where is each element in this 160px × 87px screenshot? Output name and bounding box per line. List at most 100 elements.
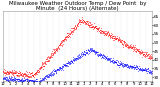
Point — [104, 55, 107, 57]
Point — [40, 66, 42, 68]
Point — [49, 74, 51, 75]
Point — [82, 52, 84, 54]
Point — [79, 56, 82, 58]
Point — [54, 52, 56, 53]
Point — [85, 22, 87, 23]
Point — [95, 27, 97, 29]
Point — [65, 32, 68, 34]
Point — [64, 36, 67, 38]
Point — [146, 68, 149, 69]
Point — [113, 36, 116, 37]
Point — [19, 72, 21, 73]
Point — [23, 73, 26, 74]
Point — [124, 64, 126, 65]
Point — [142, 54, 145, 55]
Point — [145, 53, 148, 55]
Point — [148, 71, 151, 73]
Point — [54, 49, 57, 50]
Point — [13, 79, 16, 80]
Point — [79, 55, 81, 57]
Point — [28, 74, 31, 75]
Point — [11, 73, 14, 74]
Point — [117, 61, 119, 62]
Point — [23, 80, 25, 81]
Point — [57, 69, 60, 71]
Point — [86, 52, 88, 54]
Point — [36, 81, 39, 83]
Point — [129, 44, 131, 46]
Point — [64, 64, 67, 65]
Point — [55, 72, 58, 74]
Point — [134, 48, 137, 50]
Point — [34, 80, 37, 81]
Point — [69, 61, 72, 62]
Point — [55, 71, 57, 72]
Point — [100, 33, 102, 34]
Point — [72, 59, 74, 60]
Point — [84, 53, 87, 55]
Point — [56, 46, 59, 48]
Point — [83, 54, 86, 56]
Point — [123, 43, 126, 44]
Point — [33, 76, 35, 77]
Point — [27, 81, 30, 82]
Point — [122, 44, 125, 46]
Point — [30, 80, 33, 81]
Point — [111, 35, 113, 37]
Point — [33, 73, 35, 75]
Point — [49, 56, 52, 58]
Point — [87, 52, 90, 53]
Point — [46, 74, 48, 76]
Point — [131, 66, 134, 68]
Point — [71, 60, 74, 62]
Point — [109, 61, 112, 62]
Point — [54, 70, 56, 72]
Point — [52, 70, 55, 72]
Point — [126, 44, 128, 45]
Point — [76, 23, 78, 25]
Point — [67, 66, 69, 67]
Point — [148, 54, 151, 55]
Point — [139, 69, 142, 70]
Point — [4, 79, 7, 80]
Point — [35, 79, 37, 80]
Point — [91, 27, 94, 28]
Point — [58, 67, 61, 68]
Point — [132, 64, 135, 66]
Point — [51, 52, 54, 54]
Point — [80, 55, 83, 56]
Point — [106, 32, 109, 33]
Point — [37, 71, 40, 72]
Point — [115, 61, 117, 63]
Point — [135, 66, 137, 67]
Point — [94, 26, 97, 27]
Point — [31, 80, 34, 81]
Point — [38, 68, 41, 69]
Point — [95, 52, 97, 53]
Point — [74, 59, 76, 60]
Point — [87, 20, 89, 21]
Point — [150, 56, 152, 58]
Point — [35, 72, 37, 73]
Point — [92, 27, 95, 29]
Point — [37, 69, 40, 70]
Point — [20, 79, 23, 80]
Point — [73, 58, 76, 59]
Point — [67, 61, 69, 62]
Point — [17, 80, 20, 81]
Point — [93, 27, 96, 29]
Point — [89, 51, 91, 52]
Point — [72, 27, 75, 28]
Point — [141, 69, 144, 71]
Point — [126, 44, 128, 45]
Point — [124, 45, 127, 46]
Point — [72, 29, 75, 30]
Point — [28, 80, 31, 81]
Point — [57, 47, 60, 48]
Point — [114, 61, 116, 63]
Point — [99, 54, 101, 56]
Point — [139, 53, 142, 55]
Point — [2, 77, 4, 79]
Point — [28, 72, 30, 73]
Point — [99, 29, 102, 30]
